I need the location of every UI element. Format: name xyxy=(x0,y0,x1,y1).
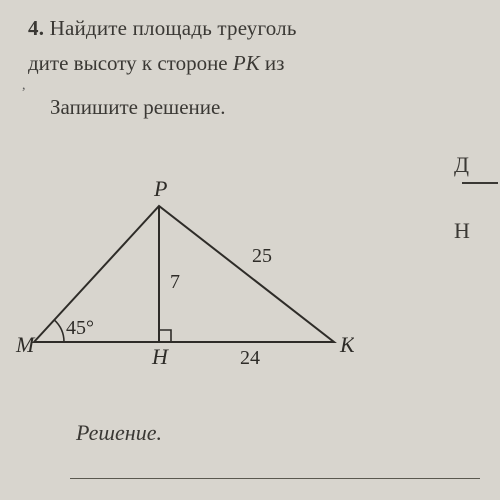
svg-text:P: P xyxy=(153,176,167,201)
margin-tick: , xyxy=(22,78,26,94)
svg-text:45°: 45° xyxy=(66,317,94,339)
svg-text:H: H xyxy=(151,344,169,369)
overline-fragment xyxy=(462,182,498,184)
right-d: Д xyxy=(454,152,500,178)
solution-label: Решение. xyxy=(76,420,162,446)
task-line-2-post: из xyxy=(260,51,285,75)
task-line-2-var: РК xyxy=(233,51,260,75)
svg-text:K: K xyxy=(339,332,354,357)
task-line-1: 4. Найдите площадь треуголь xyxy=(28,12,500,45)
right-column-fragment: Д Н xyxy=(454,152,500,244)
svg-text:24: 24 xyxy=(240,347,260,369)
right-h: Н xyxy=(454,218,500,244)
svg-text:M: M xyxy=(15,332,36,357)
task-number: 4. xyxy=(28,16,44,40)
svg-text:7: 7 xyxy=(170,271,180,293)
answer-line xyxy=(70,478,480,479)
task-line-1-text: Найдите площадь треуголь xyxy=(50,16,297,40)
instruction: Запишите решение. xyxy=(50,95,500,120)
task-line-2-pre: дите высоту к стороне xyxy=(28,51,233,75)
svg-text:25: 25 xyxy=(252,245,272,267)
triangle-figure: M K P H 25 7 24 45° xyxy=(14,170,354,380)
task-line-2: дите высоту к стороне РК из xyxy=(28,47,500,80)
